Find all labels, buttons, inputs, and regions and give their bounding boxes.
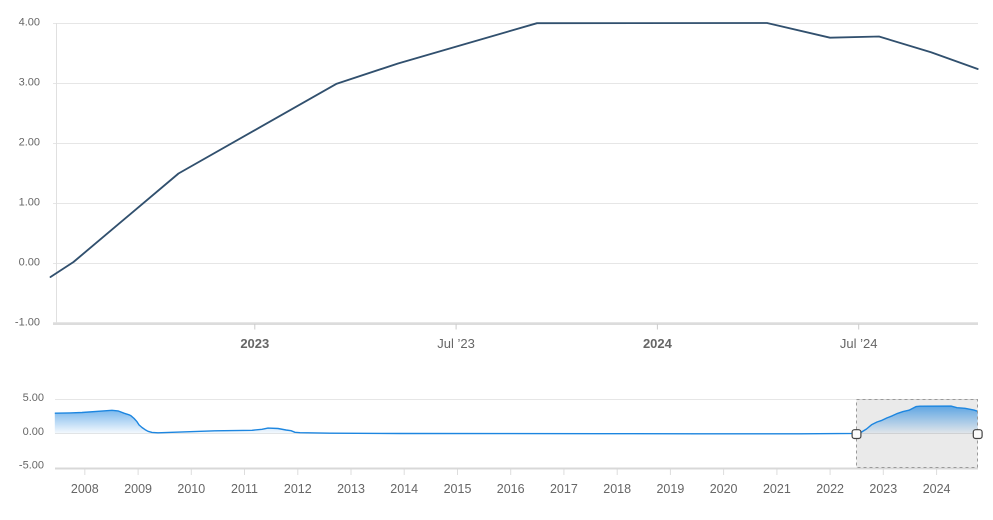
svg-text:2024: 2024 [923,482,951,496]
svg-text:-5.00: -5.00 [19,460,44,472]
svg-text:2023: 2023 [869,482,897,496]
svg-text:1.00: 1.00 [19,197,40,209]
svg-text:Jul ’23: Jul ’23 [437,336,475,351]
svg-text:2012: 2012 [284,482,312,496]
svg-text:5.00: 5.00 [23,392,44,404]
svg-text:2011: 2011 [231,482,258,496]
svg-text:2008: 2008 [71,482,99,496]
svg-text:2022: 2022 [816,482,844,496]
svg-text:2017: 2017 [550,482,578,496]
svg-text:2023: 2023 [240,336,269,351]
svg-text:2016: 2016 [497,482,525,496]
svg-text:2010: 2010 [177,482,205,496]
svg-text:0.00: 0.00 [19,257,40,269]
svg-text:2009: 2009 [124,482,152,496]
svg-text:2015: 2015 [444,482,472,496]
svg-text:2018: 2018 [603,482,631,496]
svg-text:2013: 2013 [337,482,365,496]
svg-text:2021: 2021 [763,482,791,496]
svg-text:2.00: 2.00 [19,137,40,149]
svg-text:2014: 2014 [390,482,418,496]
svg-text:3.00: 3.00 [19,77,40,89]
svg-text:2024: 2024 [643,336,673,351]
svg-text:0.00: 0.00 [23,426,44,438]
svg-text:2020: 2020 [710,482,738,496]
svg-text:4.00: 4.00 [19,17,40,29]
svg-text:2019: 2019 [656,482,684,496]
svg-text:-1.00: -1.00 [15,317,40,329]
svg-text:Jul ’24: Jul ’24 [840,336,878,351]
